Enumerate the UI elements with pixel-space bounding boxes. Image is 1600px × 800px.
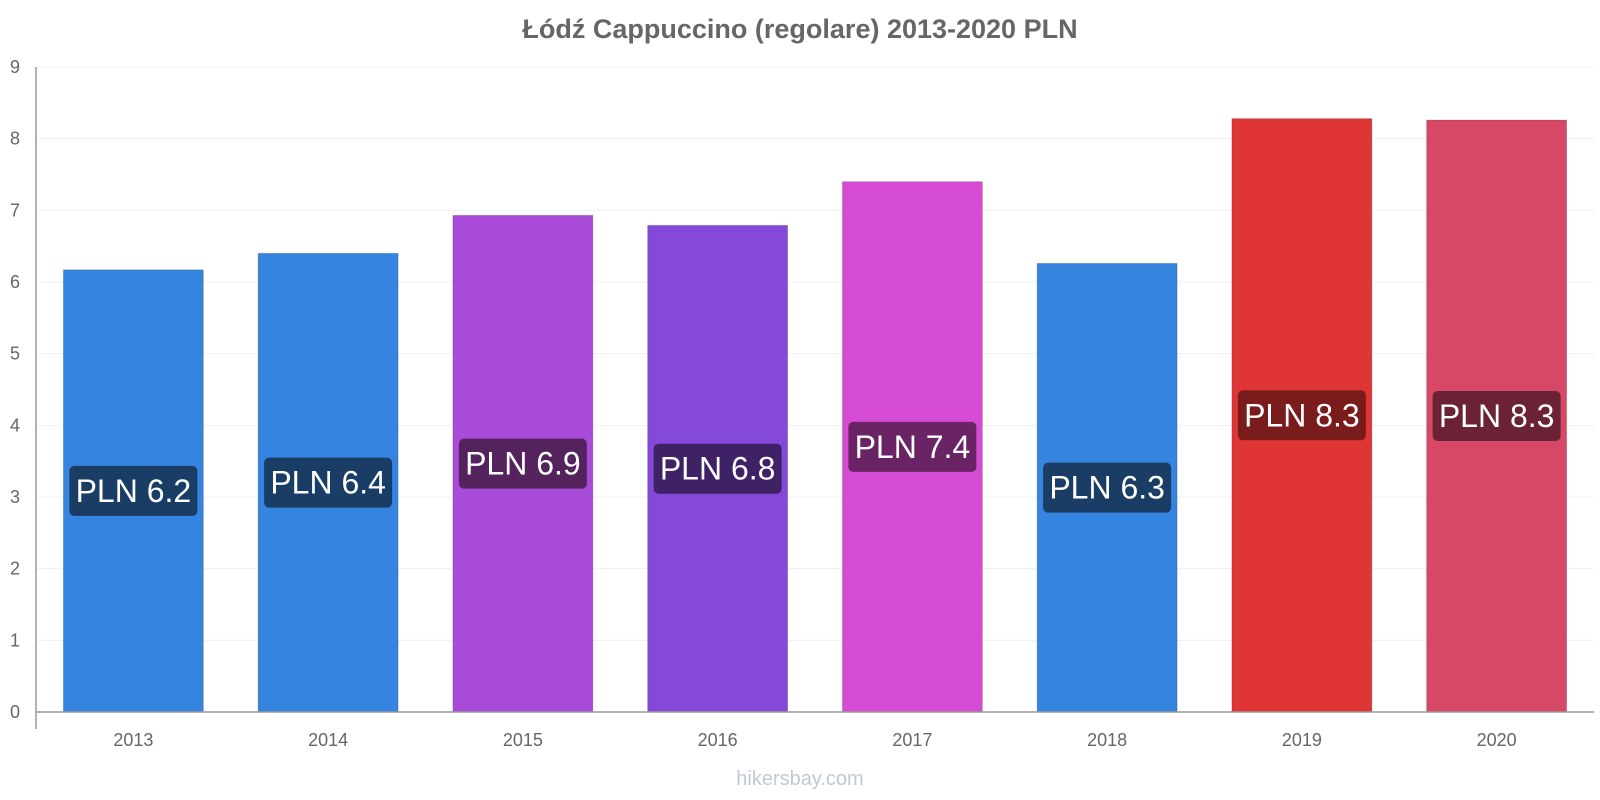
- x-tick-label: 2020: [1477, 730, 1517, 750]
- y-tick-label: 9: [10, 57, 20, 77]
- data-label-text: PLN 6.3: [1049, 470, 1165, 506]
- y-tick-label: 3: [10, 487, 20, 507]
- data-label-box: [69, 465, 198, 516]
- data-label-text: PLN 6.2: [76, 473, 192, 509]
- y-tick-label: 4: [10, 415, 20, 435]
- y-tick-label: 1: [10, 630, 20, 650]
- data-label-text: PLN 6.9: [465, 446, 581, 482]
- data-label: PLN 7.4: [848, 421, 977, 472]
- data-label: PLN 6.8: [653, 443, 782, 494]
- data-label: PLN 6.3: [1043, 462, 1172, 513]
- data-labels: PLN 6.2 PLN 6.4 PLN 6.9 PLN 6.8 PLN 7.4 PLN 6…: [69, 390, 1561, 516]
- y-tick-label: 5: [10, 344, 20, 364]
- axes: 0 1 2 3 4 5 6 7 8 9 2013 2014 2015 2016 2017 2018 2019 20…: [10, 57, 1594, 750]
- x-tick-label: 2018: [1087, 730, 1127, 750]
- data-label-box: [653, 443, 782, 494]
- data-label-box: [1237, 390, 1366, 441]
- y-tick-label: 7: [10, 200, 20, 220]
- y-tick-label: 0: [10, 702, 20, 722]
- data-label-box: [1432, 391, 1561, 442]
- data-label: PLN 6.4: [264, 457, 393, 508]
- data-label-text: PLN 6.4: [270, 465, 386, 501]
- chart-title: Łódź Cappuccino (regolare) 2013-2020 PLN: [522, 14, 1078, 44]
- data-label-box: [458, 438, 587, 489]
- x-tick-label: 2014: [308, 730, 348, 750]
- data-label-box: [848, 421, 977, 472]
- data-label: PLN 8.3: [1237, 390, 1366, 441]
- data-label-box: [264, 457, 393, 508]
- x-tick-label: 2013: [113, 730, 153, 750]
- data-label-text: PLN 8.3: [1244, 397, 1360, 433]
- data-label-text: PLN 8.3: [1439, 398, 1555, 434]
- x-tick-label: 2015: [503, 730, 543, 750]
- data-label: PLN 6.9: [458, 438, 587, 489]
- y-tick-label: 6: [10, 272, 20, 292]
- data-label-box: [1043, 462, 1172, 513]
- watermark: hikersbay.com: [736, 768, 864, 790]
- x-tick-label: 2016: [698, 730, 738, 750]
- data-label-text: PLN 7.4: [855, 429, 971, 465]
- y-tick-label: 8: [10, 129, 20, 149]
- data-label: PLN 6.2: [69, 465, 198, 516]
- data-label-text: PLN 6.8: [660, 451, 776, 487]
- x-tick-label: 2019: [1282, 730, 1322, 750]
- data-label: PLN 8.3: [1432, 391, 1561, 442]
- x-tick-label: 2017: [892, 730, 932, 750]
- y-tick-label: 2: [10, 559, 20, 579]
